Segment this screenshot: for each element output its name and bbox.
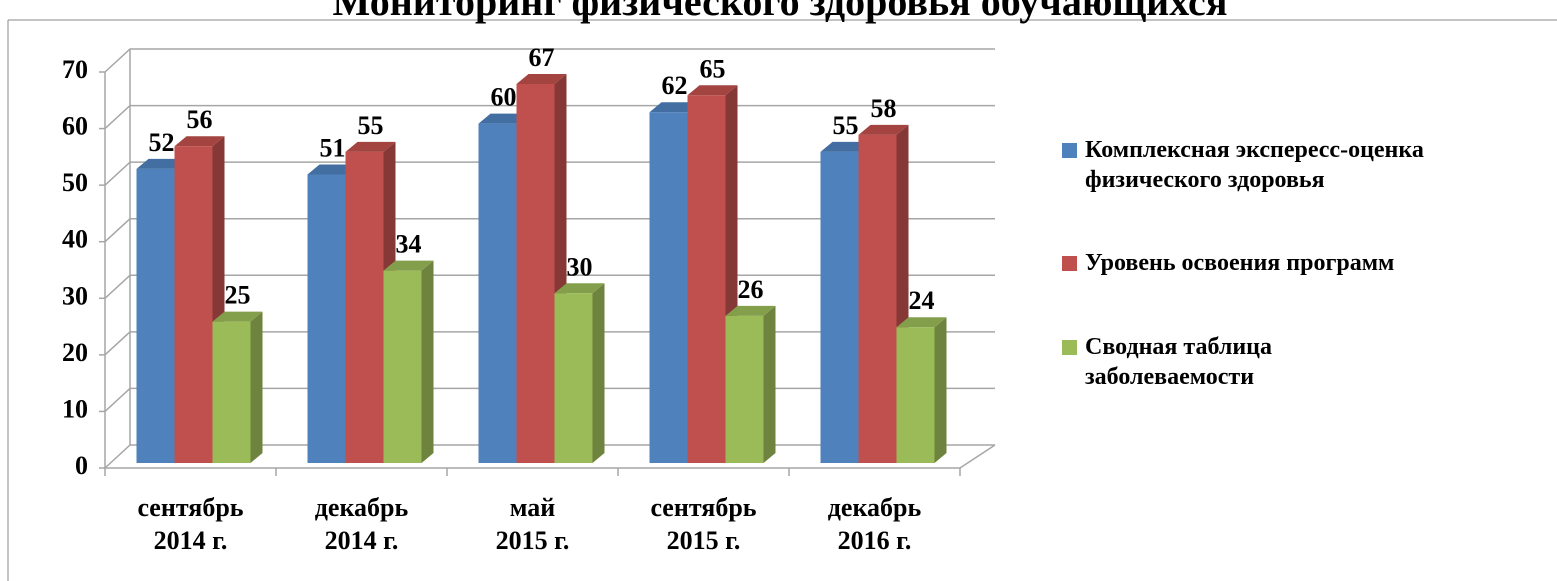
legend-label: Сводная таблица заболеваемости bbox=[1085, 334, 1272, 390]
bar-front bbox=[820, 151, 859, 463]
chart-title: Мониторинг физического здоровья обучающи… bbox=[333, 0, 1228, 24]
legend-swatch bbox=[1062, 143, 1077, 158]
bar-side bbox=[250, 311, 263, 463]
data-label: 52 bbox=[149, 128, 175, 157]
legend-label: Комплексная экспересс-оценка физического… bbox=[1085, 137, 1424, 193]
bar-top bbox=[896, 317, 947, 328]
y-tick-label: 0 bbox=[75, 451, 88, 480]
bar-top bbox=[858, 124, 909, 135]
bar-top bbox=[212, 311, 263, 322]
y-tick-label: 20 bbox=[62, 338, 88, 367]
data-label: 30 bbox=[567, 252, 593, 281]
data-label: 55 bbox=[833, 111, 859, 140]
x-tick-label: сентябрь 2015 г. bbox=[650, 493, 757, 555]
bar-front bbox=[212, 321, 251, 463]
bar-front bbox=[725, 315, 764, 463]
bar-front bbox=[896, 327, 935, 463]
bar-top bbox=[649, 102, 700, 113]
bar-front bbox=[649, 112, 688, 463]
data-label: 58 bbox=[871, 94, 897, 123]
bar-front bbox=[383, 270, 422, 463]
data-label: 65 bbox=[700, 54, 726, 83]
bar-top bbox=[136, 158, 187, 169]
bar-top bbox=[820, 141, 871, 152]
y-tick-label: 50 bbox=[62, 168, 88, 197]
axis-line bbox=[959, 444, 996, 469]
bar-top bbox=[687, 85, 738, 96]
data-label: 51 bbox=[320, 133, 346, 162]
data-label: 67 bbox=[529, 43, 555, 72]
data-label: 55 bbox=[358, 111, 384, 140]
x-tick-label: декабрь 2014 г. bbox=[314, 493, 409, 555]
bar-top bbox=[307, 164, 358, 175]
bar-side bbox=[763, 305, 776, 463]
bar-front bbox=[516, 83, 555, 463]
bar-front bbox=[478, 123, 517, 464]
bar-front bbox=[858, 134, 897, 463]
legend-swatch bbox=[1062, 340, 1077, 355]
bar-top bbox=[478, 113, 529, 124]
data-label: 24 bbox=[909, 286, 935, 315]
y-tick-label: 30 bbox=[62, 281, 88, 310]
bar-front bbox=[174, 146, 213, 463]
y-tick-label: 70 bbox=[62, 55, 88, 84]
y-tick-label: 10 bbox=[62, 394, 88, 423]
data-label: 26 bbox=[738, 275, 764, 304]
bar-side bbox=[421, 260, 434, 463]
bar-side bbox=[592, 283, 605, 463]
bar bbox=[554, 283, 605, 463]
grid-line bbox=[104, 48, 995, 73]
bar-front bbox=[136, 168, 175, 464]
x-tick-label: сентябрь 2014 г. bbox=[137, 493, 244, 555]
y-tick-label: 40 bbox=[62, 225, 88, 254]
bar-top bbox=[383, 260, 434, 271]
bar-top bbox=[516, 73, 567, 84]
bar bbox=[383, 260, 434, 463]
y-tick-label: 60 bbox=[62, 112, 88, 141]
bar-side bbox=[934, 317, 947, 463]
x-tick-label: май 2015 г. bbox=[495, 493, 570, 555]
bar-top bbox=[345, 141, 396, 152]
bar-front bbox=[687, 95, 726, 464]
data-label: 56 bbox=[187, 105, 213, 134]
bar-front bbox=[345, 151, 384, 463]
data-label: 60 bbox=[491, 83, 517, 112]
bar-top bbox=[725, 305, 776, 316]
legend-swatch bbox=[1062, 256, 1077, 271]
bar bbox=[725, 305, 776, 463]
data-label: 25 bbox=[225, 281, 251, 310]
bar-top bbox=[554, 283, 605, 294]
bar bbox=[896, 317, 947, 463]
bar-top bbox=[174, 136, 225, 147]
bar bbox=[212, 311, 263, 463]
bar-front bbox=[554, 293, 593, 463]
bar-front bbox=[307, 174, 346, 463]
data-label: 62 bbox=[662, 71, 688, 100]
data-label: 34 bbox=[396, 230, 422, 259]
legend-label: Уровень освоения программ bbox=[1085, 250, 1395, 276]
x-tick-label: декабрь 2016 г. bbox=[827, 493, 922, 555]
